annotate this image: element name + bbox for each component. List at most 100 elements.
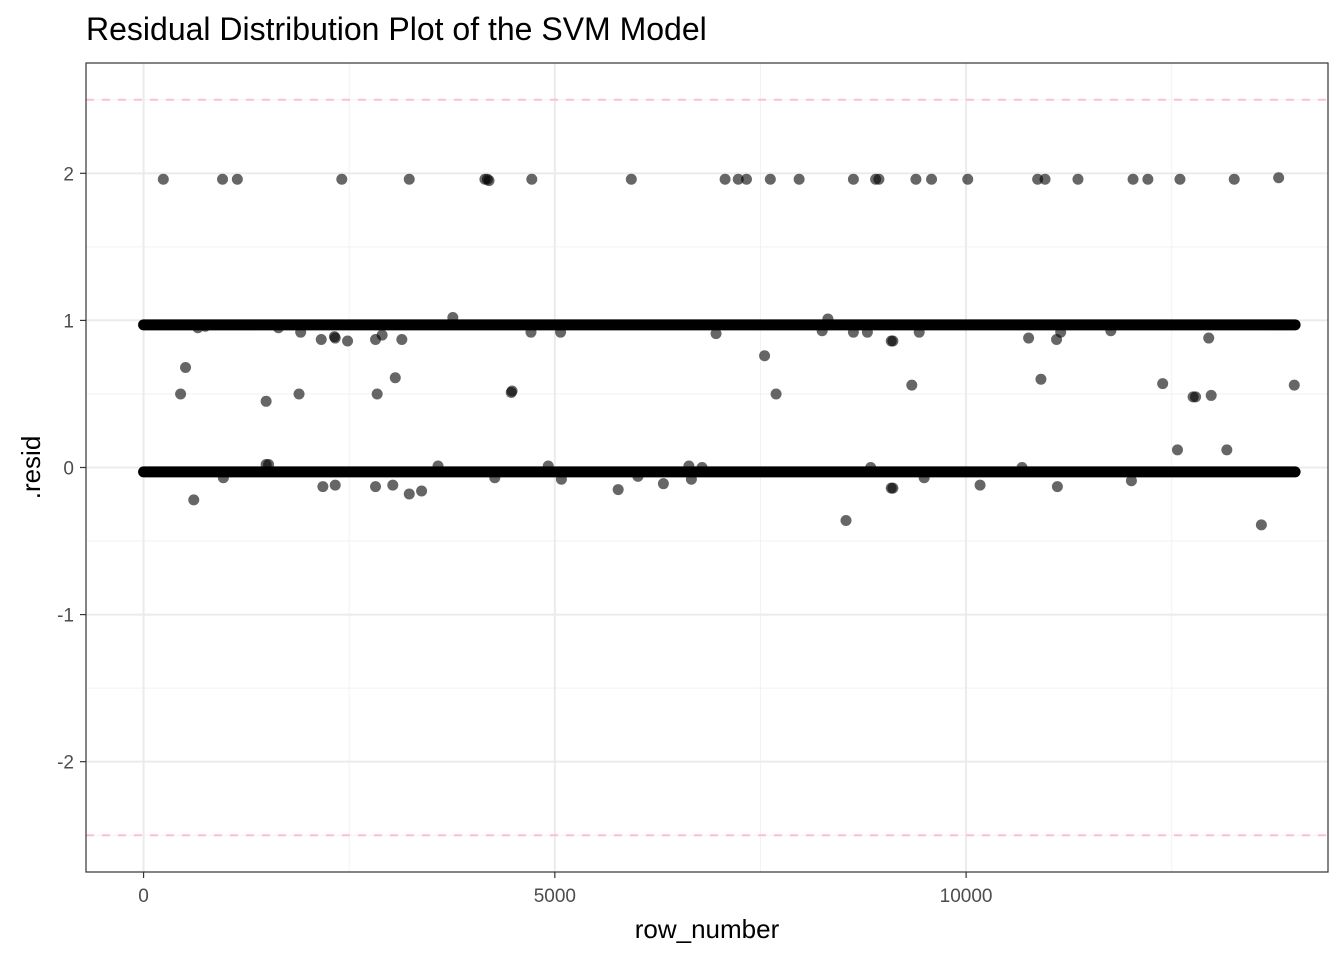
data-point <box>1016 462 1028 473</box>
x-axis-title: row_number <box>635 914 780 944</box>
data-point <box>342 335 354 347</box>
data-point <box>1190 391 1202 403</box>
data-point <box>432 460 444 472</box>
data-point <box>1228 173 1240 185</box>
data-point <box>403 173 415 185</box>
chart-title: Residual Distribution Plot of the SVM Mo… <box>86 11 707 47</box>
data-point <box>272 322 284 334</box>
data-point <box>847 326 859 338</box>
data-point <box>293 388 305 400</box>
data-point <box>315 334 327 346</box>
y-axis: -2 -1 0 1 2 <box>57 164 86 774</box>
data-point <box>1171 444 1183 456</box>
data-point <box>962 173 974 185</box>
data-point <box>180 361 192 373</box>
data-point <box>555 473 567 485</box>
data-point <box>483 175 495 187</box>
data-point <box>657 478 669 490</box>
data-point <box>188 494 200 506</box>
data-point <box>740 173 752 185</box>
minor-gridlines <box>86 63 1328 872</box>
data-point <box>732 173 744 185</box>
data-point <box>887 335 899 347</box>
data-point <box>974 479 986 491</box>
data-point <box>506 385 518 397</box>
data-point <box>696 462 708 473</box>
y-tick-label: 0 <box>63 459 74 480</box>
data-point <box>1127 173 1139 185</box>
data-point <box>816 325 828 337</box>
data-point <box>1288 379 1300 391</box>
data-point <box>1142 173 1154 185</box>
data-point <box>371 388 383 400</box>
data-point <box>263 459 275 471</box>
x-tick-label: 5000 <box>534 886 576 907</box>
data-point <box>873 173 885 185</box>
data-point <box>403 488 415 500</box>
data-point <box>685 473 697 485</box>
data-point <box>625 173 637 185</box>
data-point <box>199 320 211 332</box>
y-tick-label: 2 <box>63 164 74 185</box>
data-point <box>1273 172 1285 184</box>
data-point <box>926 173 938 185</box>
data-point <box>175 388 187 400</box>
data-point <box>1035 373 1047 385</box>
data-point <box>840 514 852 526</box>
data-point <box>1221 444 1233 456</box>
data-point <box>770 388 782 400</box>
data-point <box>387 479 399 491</box>
data-point <box>710 328 722 340</box>
y-axis-title: .resid <box>16 436 46 500</box>
data-point <box>1174 173 1186 185</box>
data-point <box>217 472 229 484</box>
data-point <box>906 379 918 391</box>
x-tick-label: 0 <box>138 886 149 907</box>
data-point <box>793 173 805 185</box>
data-point <box>1125 475 1137 487</box>
data-point <box>542 460 554 472</box>
data-point <box>525 326 537 338</box>
data-point <box>157 173 169 185</box>
data-point <box>918 472 930 484</box>
data-point <box>719 173 731 185</box>
data-point <box>336 173 348 185</box>
data-point <box>1105 325 1117 337</box>
data-point <box>447 311 459 323</box>
data-point <box>217 173 229 185</box>
x-axis: 0 5000 10000 <box>138 872 993 907</box>
data-point <box>555 326 567 338</box>
data-point <box>822 313 834 325</box>
data-point <box>295 326 307 338</box>
data-point <box>865 462 877 473</box>
data-point <box>396 334 408 346</box>
data-point <box>1255 519 1267 531</box>
data-point <box>913 326 925 338</box>
data-point <box>317 481 329 493</box>
data-point <box>910 173 922 185</box>
data-point <box>526 173 538 185</box>
data-point <box>1051 481 1063 493</box>
data-point <box>683 460 695 472</box>
y-tick-label: -1 <box>57 606 74 627</box>
data-point <box>1072 173 1084 185</box>
data-point <box>1039 173 1051 185</box>
data-point <box>612 484 624 496</box>
x-tick-label: 10000 <box>940 886 993 907</box>
data-point <box>759 350 771 362</box>
data-point <box>1157 378 1169 390</box>
data-point <box>416 485 428 497</box>
data-point <box>1023 332 1035 344</box>
data-point <box>260 395 272 407</box>
data-point <box>764 173 776 185</box>
data-point <box>861 326 873 338</box>
data-point <box>632 470 644 482</box>
data-point <box>489 472 501 484</box>
dense-residual-bands <box>138 319 1301 478</box>
scatter-points <box>157 172 1300 531</box>
y-tick-label: -2 <box>57 753 74 774</box>
y-tick-label: 1 <box>63 311 74 332</box>
data-point <box>329 332 341 344</box>
data-point <box>1055 326 1067 338</box>
